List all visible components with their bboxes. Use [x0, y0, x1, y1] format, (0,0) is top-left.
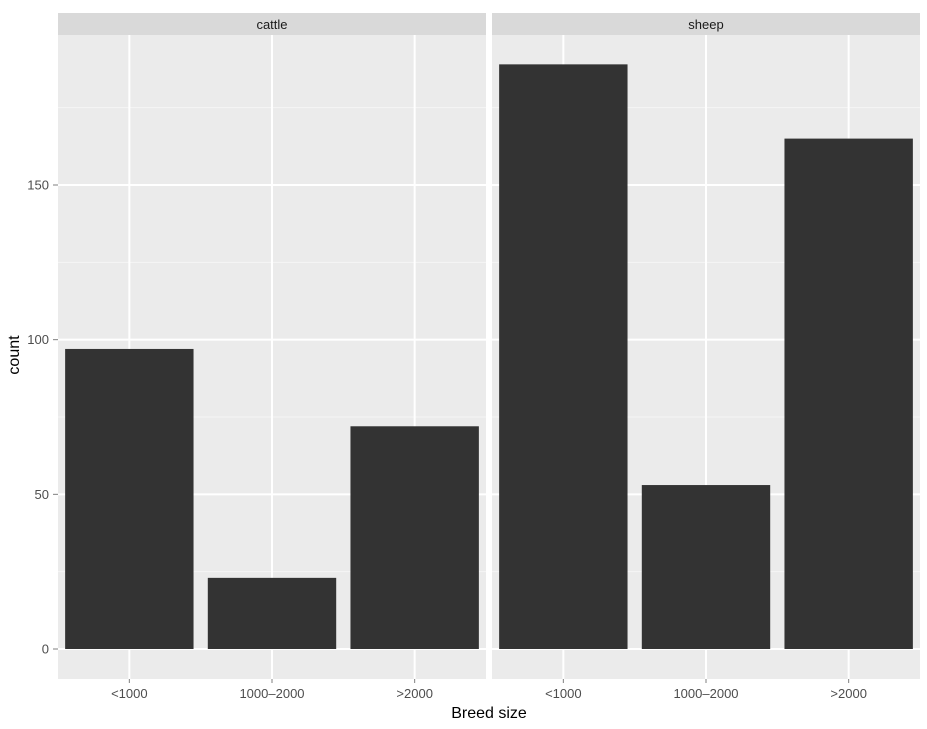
- x-axis-title: Breed size: [451, 705, 527, 722]
- facet-panel-cattle: cattle <1000 1000–2000 >2000: [58, 13, 486, 701]
- x-tick-label: <1000: [111, 686, 148, 701]
- y-tick-label: 150: [27, 178, 49, 193]
- facet-strip: [58, 13, 486, 35]
- facet-panel-sheep: sheep <1000 1000–2000 >2000: [492, 13, 920, 701]
- x-tick-label: >2000: [830, 686, 867, 701]
- y-axis: 0 50 100 150: [27, 178, 58, 657]
- bar-sheep-0: [499, 64, 628, 650]
- x-tick-label: <1000: [545, 686, 582, 701]
- y-axis-title: count: [6, 335, 23, 375]
- facet-label: sheep: [688, 17, 723, 32]
- bar-cattle-2: [350, 426, 479, 649]
- y-tick-label: 50: [35, 487, 49, 502]
- facet-strip: [492, 13, 920, 35]
- x-tick-label: 1000–2000: [673, 686, 738, 701]
- bar-sheep-2: [784, 138, 913, 649]
- bar-cattle-1: [207, 577, 337, 649]
- y-tick-label: 100: [27, 332, 49, 347]
- facet-label: cattle: [256, 17, 287, 32]
- bar-sheep-1: [641, 485, 771, 649]
- x-tick-label: >2000: [396, 686, 433, 701]
- bar-cattle-0: [65, 348, 194, 649]
- y-tick-label: 0: [42, 642, 49, 657]
- x-tick-label: 1000–2000: [239, 686, 304, 701]
